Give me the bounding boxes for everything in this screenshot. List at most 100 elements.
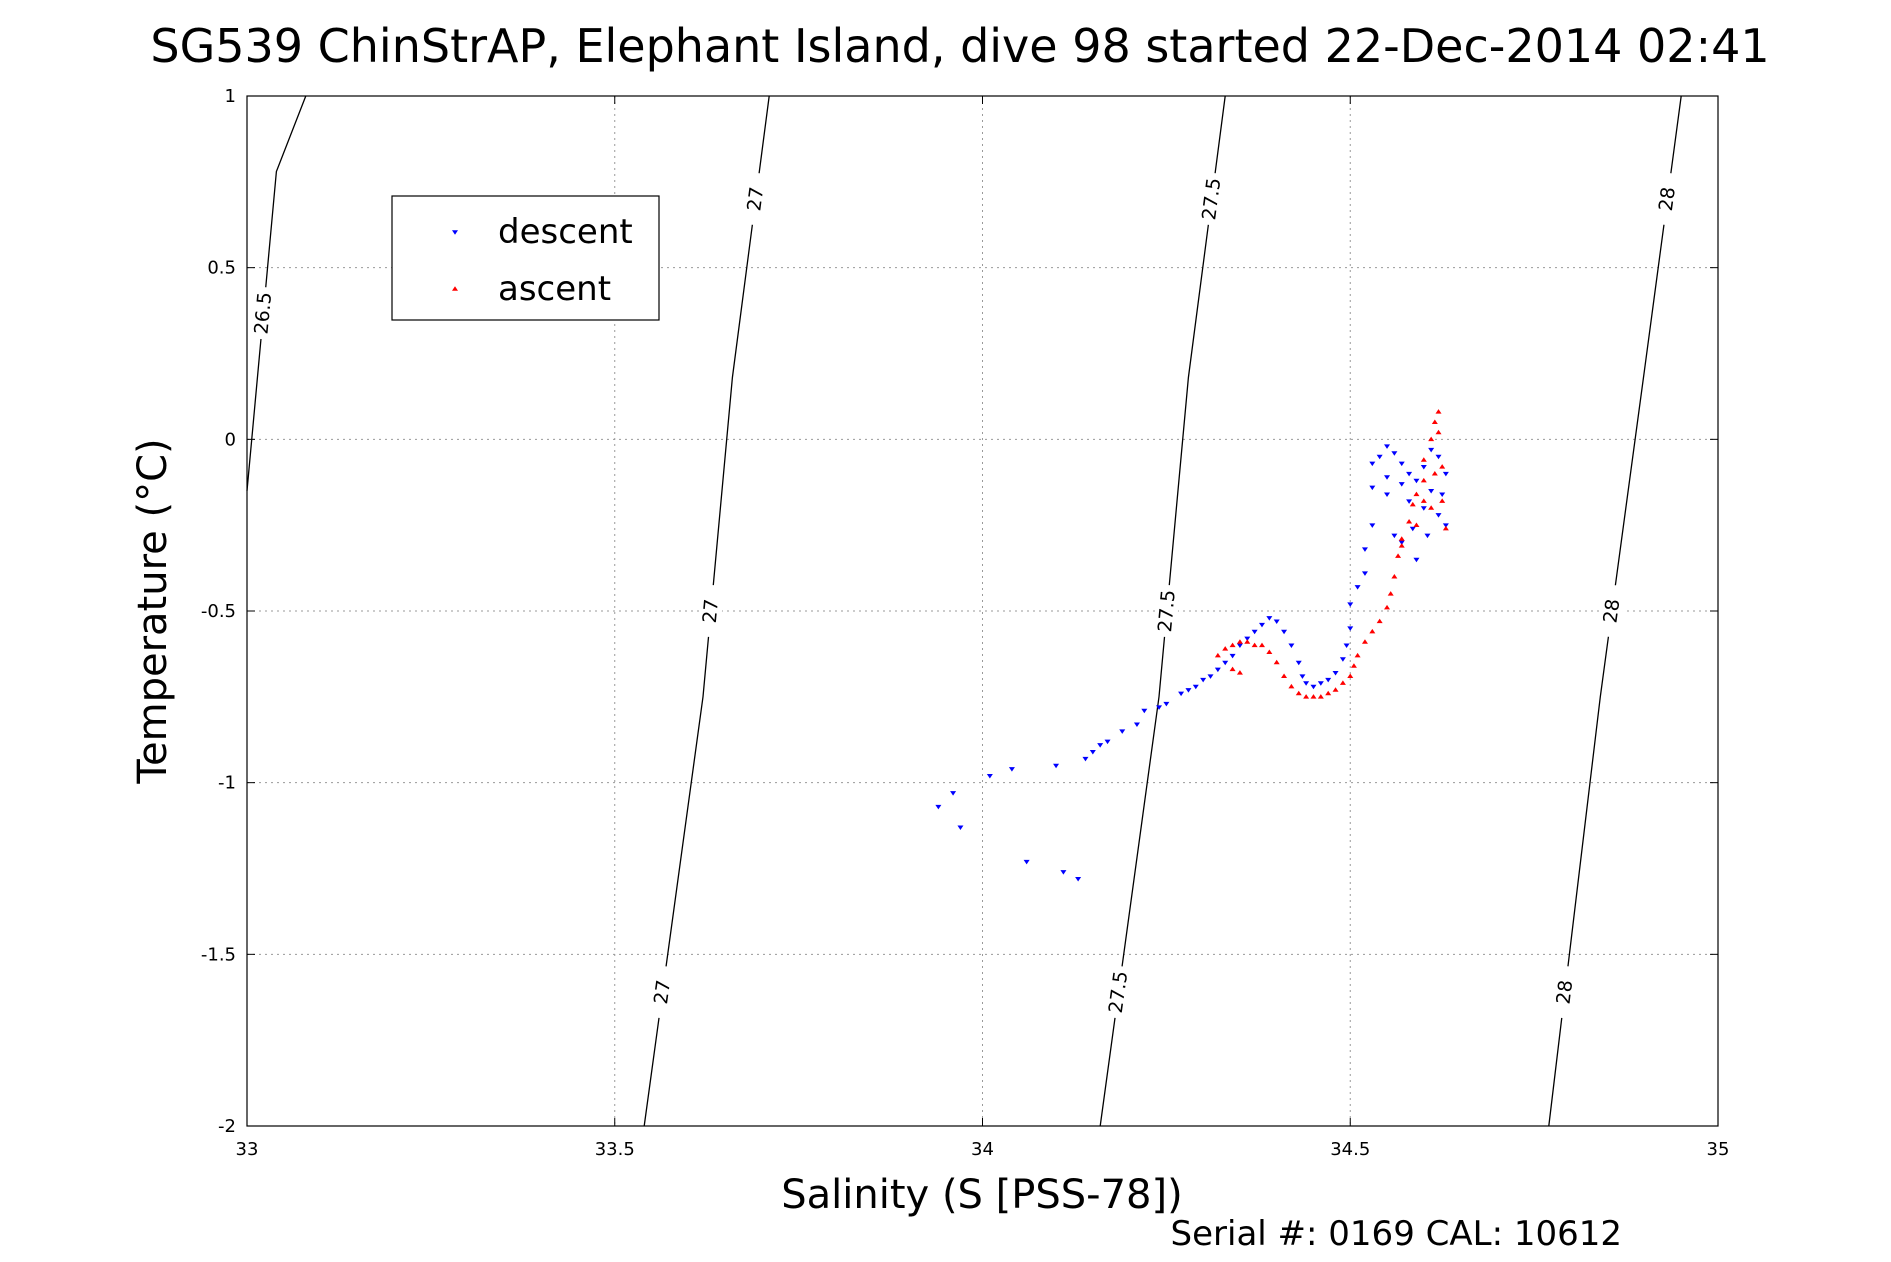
ascent-point bbox=[1406, 519, 1413, 524]
descent-point bbox=[1424, 533, 1431, 539]
contour-label: 27.5 bbox=[1154, 589, 1180, 633]
descent-point bbox=[1281, 629, 1288, 635]
descent-point bbox=[1295, 660, 1302, 666]
contour-label: 27 bbox=[650, 979, 675, 1006]
ascent-point bbox=[1236, 670, 1243, 675]
descent-point bbox=[1178, 691, 1185, 697]
contour-label-bg bbox=[648, 964, 677, 1020]
ascent-point bbox=[1325, 690, 1332, 696]
axis-ticks: 33 33.5 34 34.5 35 -2 -1.5 -1 -0.5 0 0.5 1 bbox=[201, 86, 1730, 1160]
grid-lines bbox=[247, 96, 1718, 1126]
contour-label-bg bbox=[1550, 964, 1579, 1020]
descent-point bbox=[1266, 616, 1273, 621]
descent-point bbox=[1361, 571, 1368, 576]
descent-point bbox=[986, 774, 993, 779]
ascent-point bbox=[1361, 639, 1368, 644]
x-tick-label: 34 bbox=[971, 1139, 994, 1160]
ascent-point bbox=[1310, 694, 1317, 699]
descent-point bbox=[1156, 705, 1163, 710]
descent-point bbox=[1097, 743, 1104, 748]
descent-point bbox=[1258, 622, 1265, 628]
legend-entry-ascent: ascent bbox=[498, 269, 611, 309]
descent-point bbox=[1347, 626, 1354, 631]
contour-label-bg bbox=[1653, 171, 1682, 227]
ascent-point bbox=[1273, 659, 1280, 665]
ascent-point bbox=[1391, 573, 1398, 579]
descent-point bbox=[1303, 681, 1310, 686]
descent-point bbox=[1428, 447, 1435, 453]
ascent-point bbox=[1420, 457, 1427, 462]
ascent-point bbox=[1222, 646, 1229, 651]
ascent-point bbox=[1409, 501, 1416, 507]
descent-point bbox=[1413, 478, 1420, 484]
descent-point bbox=[1384, 475, 1391, 480]
descent-point bbox=[1435, 454, 1442, 460]
ascent-point bbox=[1413, 522, 1420, 527]
descent-point bbox=[1442, 523, 1449, 528]
ascent-point bbox=[1387, 591, 1394, 596]
x-tick-label: 33 bbox=[236, 1139, 259, 1160]
ascent-point bbox=[1350, 663, 1357, 668]
legend-box bbox=[391, 195, 660, 321]
density-contour-27 bbox=[643, 95, 770, 1127]
ascent-point bbox=[1317, 694, 1324, 699]
y-tick-label: 0 bbox=[225, 429, 236, 450]
data-points bbox=[935, 409, 1449, 882]
descent-point bbox=[1420, 506, 1427, 511]
descent-point bbox=[1369, 461, 1376, 467]
descent-point bbox=[1325, 677, 1332, 683]
descent-point bbox=[1207, 674, 1214, 679]
ascent-point bbox=[1251, 642, 1258, 648]
descent-point bbox=[1236, 643, 1243, 649]
descent-point bbox=[1428, 489, 1435, 494]
ascent-point bbox=[1384, 604, 1391, 610]
ascent-point bbox=[1431, 470, 1438, 476]
density-contours: 26.5 27 27 27 27.5 27.5 27.5 28 28 28 bbox=[246, 95, 1682, 1127]
descent-point bbox=[1185, 688, 1192, 693]
y-axis-label: Temperature (°C) bbox=[130, 438, 176, 784]
y-tick-label: 1 bbox=[225, 86, 236, 107]
x-tick-label: 34.5 bbox=[1330, 1139, 1370, 1160]
contour-label-bg bbox=[1597, 583, 1627, 639]
descent-point bbox=[1398, 482, 1405, 487]
ascent-point bbox=[1347, 673, 1354, 679]
descent-point bbox=[1299, 674, 1306, 679]
ascent-point bbox=[1398, 536, 1405, 541]
descent-point bbox=[1439, 492, 1446, 497]
y-tick-label: 0.5 bbox=[207, 258, 236, 279]
ascent-point bbox=[1376, 618, 1383, 624]
ascent-point bbox=[1258, 642, 1265, 648]
descent-point bbox=[1384, 444, 1391, 449]
descent-point bbox=[1082, 756, 1089, 762]
descent-point bbox=[1119, 729, 1126, 734]
descent-point bbox=[1060, 870, 1067, 875]
ascent-point bbox=[1288, 683, 1295, 689]
ascent-point bbox=[1229, 642, 1236, 648]
ascent-point bbox=[1435, 409, 1442, 414]
descent-point bbox=[1273, 619, 1280, 624]
y-tick-label: -0.5 bbox=[201, 601, 236, 622]
descent-point bbox=[1229, 653, 1236, 659]
ascent-point bbox=[1439, 498, 1446, 503]
descent-point bbox=[1089, 749, 1096, 755]
descent-point bbox=[1369, 523, 1376, 528]
x-axis-label: Salinity (S [PSS-78]) bbox=[781, 1172, 1182, 1218]
descent-point bbox=[1023, 859, 1030, 865]
contour-label-bg bbox=[250, 286, 277, 341]
descent-point bbox=[935, 804, 942, 810]
y-tick-label: -1.5 bbox=[201, 944, 236, 965]
descent-point bbox=[1369, 485, 1376, 491]
legend: descent ascent bbox=[391, 195, 660, 321]
descent-point bbox=[1214, 667, 1221, 673]
descent-point bbox=[1222, 660, 1229, 666]
descent-point bbox=[1008, 767, 1015, 772]
legend-entry-descent: descent bbox=[498, 212, 633, 252]
ascent-point bbox=[1281, 673, 1288, 679]
descent-point bbox=[1391, 533, 1398, 539]
descent-point bbox=[1361, 547, 1368, 552]
legend-marker-descent bbox=[452, 230, 458, 235]
descent-point bbox=[1343, 643, 1350, 649]
descent-point bbox=[1376, 454, 1383, 460]
descent-point bbox=[1244, 636, 1251, 642]
